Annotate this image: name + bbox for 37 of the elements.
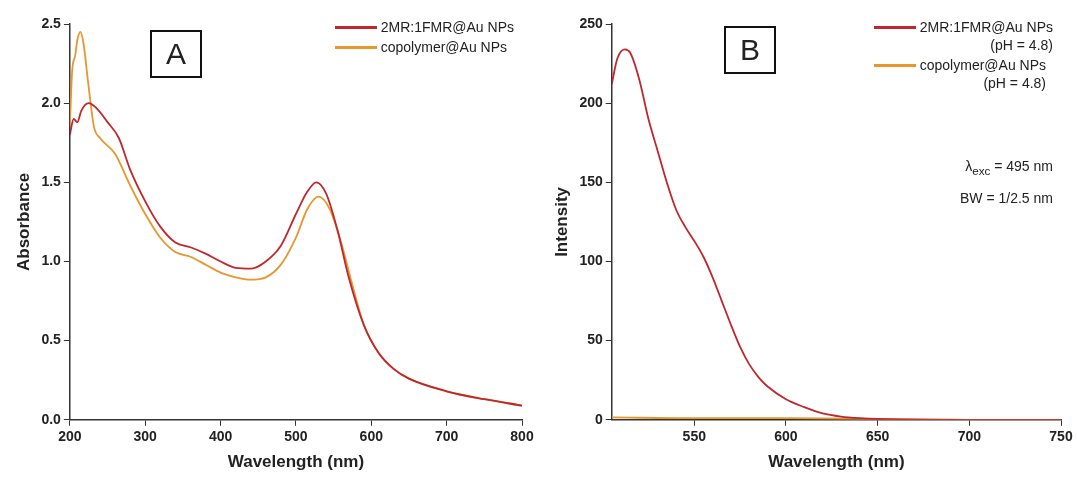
x-axis-title: Wavelength (nm) — [768, 452, 905, 472]
x-tick-label: 200 — [58, 428, 82, 445]
y-tick-label: 0 — [594, 410, 603, 427]
legend-label: copolymer@Au NPs (pH = 4.8) — [919, 56, 1047, 92]
x-tick-label: 500 — [284, 428, 308, 445]
y-axis-title: Absorbance — [13, 172, 33, 272]
y-tick-label: 150 — [579, 173, 603, 190]
y-tick-label: 200 — [579, 94, 603, 111]
annotation: BW = 1/2.5 nm — [960, 190, 1053, 206]
annotation: λ$_{exc}$ = 495 nm — [965, 158, 1053, 177]
y-tick-label: 2.5 — [41, 14, 62, 31]
y-tick-label: 0.5 — [41, 331, 62, 348]
x-tick-label: 800 — [510, 428, 534, 445]
x-tick-label: 700 — [957, 428, 982, 445]
x-tick-label: 600 — [359, 428, 384, 445]
x-axis-title: Wavelength (nm) — [227, 452, 365, 472]
annotation: A — [150, 30, 203, 78]
legend-label: copolymer@Au NPs — [380, 38, 508, 56]
x-tick-label: 650 — [865, 428, 890, 445]
legend-label: 2MR:1FMR@Au NPs — [380, 18, 514, 36]
y-tick-label: 1.5 — [41, 173, 62, 190]
y-tick-label: 1.0 — [41, 252, 62, 269]
y-axis-title: Intensity — [551, 186, 571, 257]
y-tick-label: 2.0 — [41, 94, 62, 111]
x-tick-label: 750 — [1049, 428, 1073, 445]
x-tick-label: 550 — [682, 428, 707, 445]
y-tick-label: 0.0 — [41, 410, 62, 427]
y-tick-label: 50 — [587, 331, 603, 348]
y-tick-label: 250 — [579, 14, 603, 31]
x-tick-label: 600 — [774, 428, 798, 445]
y-tick-label: 100 — [579, 252, 603, 269]
legend-label: 2MR:1FMR@Au NPs (pH = 4.8) — [919, 18, 1053, 54]
line-series — [69, 102, 522, 407]
x-tick-label: 700 — [434, 428, 459, 445]
x-tick-label: 400 — [208, 428, 233, 445]
x-tick-label: 300 — [133, 428, 158, 445]
annotation: B — [724, 26, 777, 74]
